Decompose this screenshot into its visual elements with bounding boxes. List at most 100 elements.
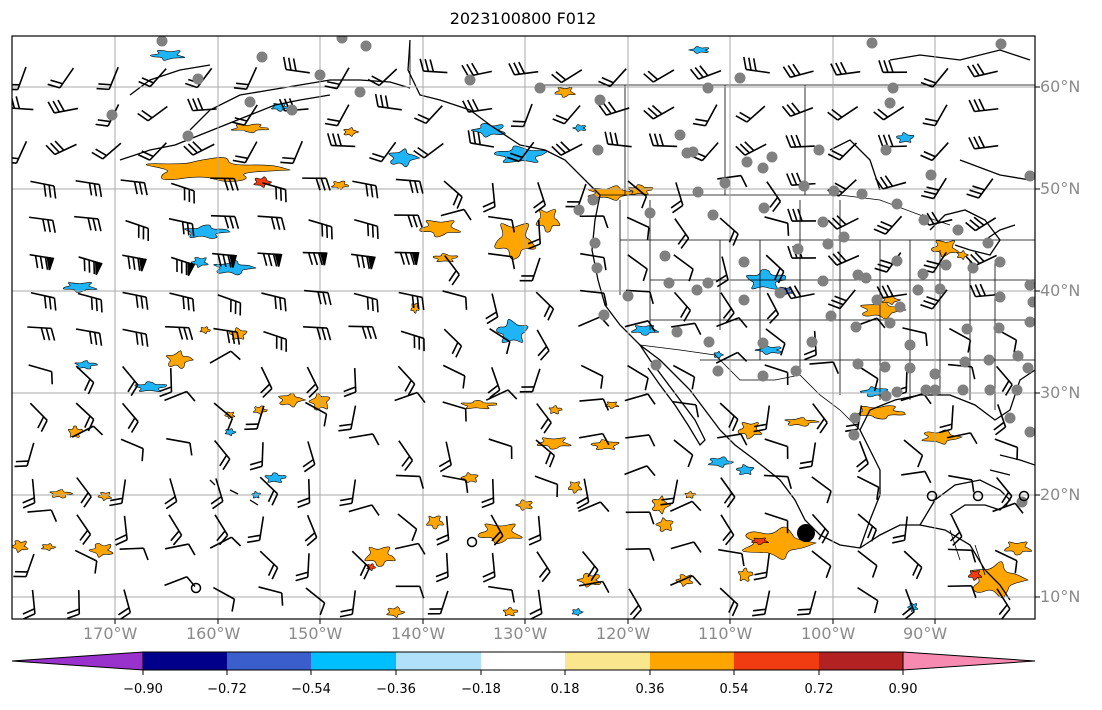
station-marker	[917, 268, 929, 280]
wind-barb	[673, 439, 694, 468]
wind-barb	[212, 586, 236, 612]
wind-barb	[210, 214, 240, 229]
station-marker	[880, 144, 892, 156]
wind-barb	[856, 440, 869, 473]
wind-barb	[627, 180, 648, 209]
wind-barb	[785, 134, 815, 149]
wind-barb	[489, 328, 511, 355]
wind-barb	[625, 547, 655, 561]
wind-barb	[903, 439, 924, 468]
negative-contour	[896, 132, 915, 143]
wind-barb	[507, 141, 535, 163]
station-marker	[912, 284, 924, 296]
positive-contour	[655, 517, 674, 532]
border-us-mexico	[639, 344, 861, 431]
station-marker	[993, 322, 1005, 334]
wind-barb	[47, 67, 75, 89]
wind-barb	[669, 500, 702, 512]
wind-barb	[519, 368, 541, 393]
station-marker	[757, 370, 769, 382]
wind-barb	[672, 400, 700, 418]
wind-barb	[77, 292, 103, 313]
wind-barb	[743, 56, 770, 74]
wind-barb	[689, 65, 722, 80]
wind-barb	[369, 141, 397, 163]
wind-barb	[875, 175, 907, 190]
wind-barb	[717, 174, 748, 188]
colorbar-label: −0.18	[461, 682, 501, 697]
positive-contour	[252, 405, 268, 415]
negative-contour	[494, 145, 548, 163]
positive-contour	[88, 543, 114, 558]
wind-barb	[27, 509, 58, 522]
wind-barb	[282, 56, 310, 74]
wind-barb	[302, 177, 331, 191]
wind-barb	[120, 179, 148, 196]
wind-barb	[811, 476, 832, 504]
wind-barb	[257, 215, 286, 231]
wind-barb	[443, 328, 463, 358]
station-marker	[850, 321, 862, 333]
wind-barb	[670, 541, 702, 553]
lat-label: 10°N	[1040, 587, 1081, 606]
station-marker	[929, 384, 941, 396]
wind-barb	[536, 551, 551, 583]
wind-barb	[164, 478, 178, 510]
wind-barb	[121, 365, 139, 397]
wind-barb	[578, 432, 610, 446]
wind-barb	[304, 514, 318, 547]
station-marker	[959, 356, 971, 368]
station-marker	[871, 294, 883, 306]
station-marker	[891, 198, 903, 210]
wind-barb	[992, 502, 1024, 514]
positive-contour	[199, 326, 211, 334]
lon-label: 110°W	[698, 624, 753, 643]
wind-barb	[30, 180, 57, 199]
open-circles	[190, 490, 1030, 594]
station-marker	[692, 186, 704, 198]
wind-barb	[138, 68, 167, 88]
station-marker	[598, 309, 610, 321]
wind-barb	[948, 474, 975, 493]
station-marker	[314, 69, 326, 81]
wind-barb	[12, 95, 34, 111]
wind-barb	[30, 291, 57, 311]
wind-barb	[302, 251, 328, 266]
station-marker	[674, 129, 686, 141]
wind-barb	[766, 181, 782, 213]
wind-barb	[579, 215, 609, 229]
positive-contour	[854, 405, 906, 420]
wind-barb	[716, 317, 748, 329]
station-marker	[967, 262, 979, 274]
wind-barb	[946, 432, 978, 445]
station-marker	[286, 104, 298, 116]
wind-barb	[753, 553, 771, 581]
colorbar-segment	[396, 652, 481, 670]
wind-barb	[764, 512, 789, 534]
lon-label: 170°W	[83, 624, 138, 643]
positive-contour	[460, 400, 498, 410]
colorbar	[11, 651, 1036, 675]
wind-barb	[766, 292, 780, 324]
station-marker	[848, 429, 860, 441]
wind-barb	[354, 218, 379, 239]
wind-barb	[720, 477, 736, 508]
wind-barb	[827, 289, 856, 310]
wind-barb	[261, 292, 287, 312]
station-marker	[994, 256, 1006, 268]
wind-barb	[338, 405, 357, 432]
positive-contour	[536, 437, 572, 450]
station-marker	[1024, 426, 1035, 438]
colorbar-label: 0.36	[635, 682, 665, 697]
wind-barb	[22, 589, 36, 619]
station-marker	[587, 194, 599, 206]
map-frame	[11, 35, 1036, 620]
wind-barb	[326, 133, 356, 148]
wind-barb	[210, 177, 239, 191]
wind-barb	[578, 580, 610, 593]
positive-contour	[494, 223, 536, 260]
strong-positive-contour	[967, 570, 983, 581]
wind-barb	[764, 216, 790, 236]
wind-barb	[169, 292, 195, 312]
wind-barb	[414, 105, 443, 125]
